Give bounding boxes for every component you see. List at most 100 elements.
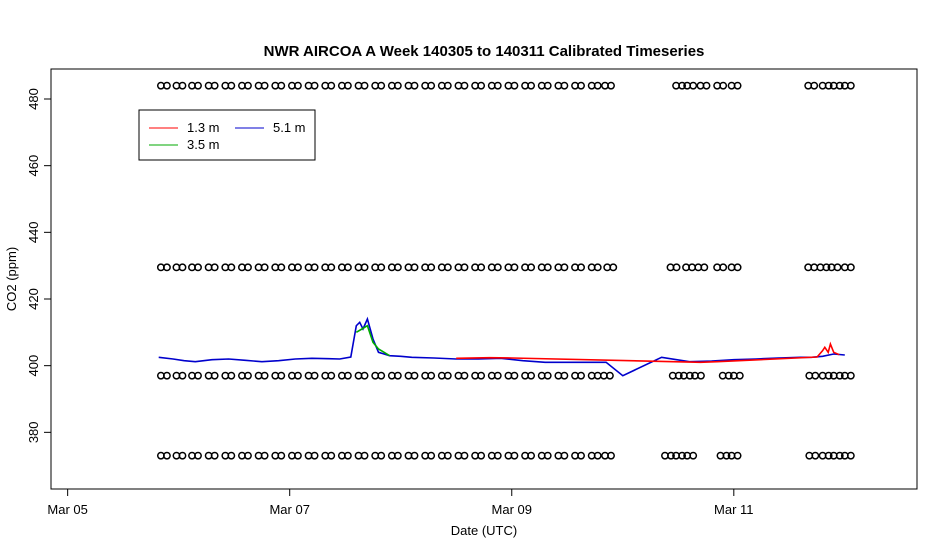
- reference-level-429: [156, 263, 855, 272]
- marker-point: [410, 451, 419, 460]
- marker-point: [672, 263, 681, 272]
- marker-point: [685, 371, 694, 380]
- marker-point: [343, 81, 352, 90]
- marker-point: [493, 451, 502, 460]
- marker-point: [343, 451, 352, 460]
- legend-label-3-5m: 3.5 m: [187, 137, 220, 152]
- x-tick-label: Mar 07: [269, 502, 309, 517]
- series-line-3-5-m: [355, 324, 391, 357]
- marker-point: [310, 263, 319, 272]
- marker-point: [227, 81, 236, 90]
- marker-point: [510, 451, 519, 460]
- marker-point: [393, 371, 402, 380]
- marker-point: [210, 81, 219, 90]
- marker-point: [824, 371, 833, 380]
- marker-point: [667, 451, 675, 460]
- y-tick-label: 380: [26, 421, 41, 443]
- reference-level-373: [156, 451, 855, 460]
- marker-point: [846, 371, 855, 380]
- x-axis-label: Date (UTC): [451, 523, 517, 538]
- marker-point: [410, 81, 419, 90]
- marker-point: [178, 263, 187, 272]
- marker-point: [194, 81, 202, 90]
- marker-point: [543, 451, 552, 460]
- data-series: [158, 316, 845, 377]
- legend-box: [138, 109, 316, 161]
- marker-point: [835, 371, 844, 380]
- marker-point: [577, 81, 585, 90]
- marker-point: [360, 263, 369, 272]
- marker-point: [427, 81, 436, 90]
- y-tick-label: 480: [26, 88, 41, 110]
- marker-point: [310, 451, 319, 460]
- marker-point: [162, 451, 171, 460]
- marker-point: [824, 451, 833, 460]
- marker-point: [560, 263, 569, 272]
- marker-point: [427, 263, 436, 272]
- legend: 1.3 m 3.5 m 5.1 m: [138, 109, 316, 161]
- marker-point: [227, 451, 236, 460]
- marker-point: [593, 451, 602, 460]
- marker-point: [577, 263, 585, 272]
- marker-point: [260, 371, 269, 380]
- marker-point: [443, 81, 452, 90]
- marker-point: [162, 263, 171, 272]
- marker-point: [846, 81, 855, 90]
- marker-point: [460, 451, 469, 460]
- marker-point: [162, 81, 171, 90]
- marker-point: [277, 371, 286, 380]
- marker-point: [527, 451, 536, 460]
- marker-point: [327, 263, 336, 272]
- marker-point: [810, 81, 819, 90]
- marker-point: [560, 451, 569, 460]
- marker-point: [210, 263, 219, 272]
- marker-point: [293, 81, 302, 90]
- marker-point: [443, 263, 452, 272]
- marker-point: [393, 81, 402, 90]
- marker-point: [360, 371, 369, 380]
- marker-point: [178, 371, 187, 380]
- marker-point: [443, 451, 452, 460]
- marker-point: [735, 371, 744, 380]
- marker-point: [410, 371, 419, 380]
- marker-point: [377, 81, 386, 90]
- marker-point: [493, 263, 502, 272]
- reference-markers: [156, 81, 855, 460]
- marker-point: [227, 371, 236, 380]
- marker-point: [460, 81, 469, 90]
- marker-point: [327, 371, 336, 380]
- marker-point: [824, 81, 833, 90]
- marker-point: [719, 81, 728, 90]
- marker-point: [822, 263, 831, 272]
- marker-point: [605, 371, 614, 380]
- marker-point: [210, 371, 219, 380]
- marker-point: [162, 371, 171, 380]
- marker-point: [377, 263, 386, 272]
- y-tick-label: 400: [26, 355, 41, 377]
- marker-point: [593, 81, 602, 90]
- x-axis: Mar 05 Mar 07 Mar 09 Mar 11: [47, 489, 754, 517]
- marker-point: [510, 81, 519, 90]
- marker-point: [527, 263, 536, 272]
- marker-point: [310, 81, 319, 90]
- marker-point: [609, 263, 618, 272]
- series-line-5-1-m: [158, 316, 845, 377]
- marker-point: [477, 263, 486, 272]
- marker-point: [360, 451, 369, 460]
- marker-point: [696, 371, 705, 380]
- marker-point: [702, 81, 711, 90]
- marker-point: [260, 451, 269, 460]
- marker-point: [293, 371, 302, 380]
- marker-point: [510, 371, 519, 380]
- marker-point: [244, 371, 252, 380]
- marker-point: [719, 263, 728, 272]
- marker-point: [833, 263, 842, 272]
- marker-point: [689, 81, 698, 90]
- marker-point: [846, 451, 855, 460]
- marker-point: [674, 371, 683, 380]
- y-tick-label: 440: [26, 221, 41, 243]
- marker-point: [835, 81, 844, 90]
- marker-point: [607, 81, 615, 90]
- marker-point: [460, 371, 469, 380]
